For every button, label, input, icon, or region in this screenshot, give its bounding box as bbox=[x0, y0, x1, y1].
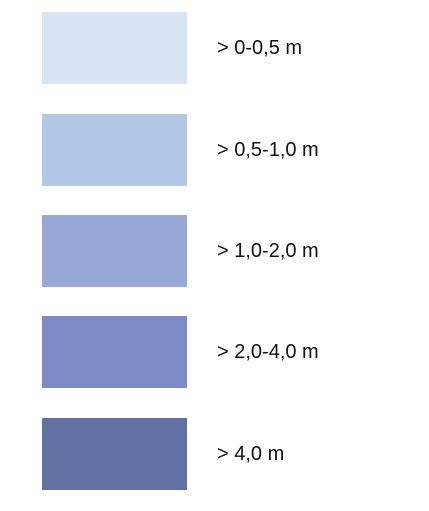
legend-swatch-3 bbox=[42, 316, 187, 388]
legend-item-2: > 1,0-2,0 m bbox=[42, 215, 382, 287]
legend-swatch-1 bbox=[42, 114, 187, 186]
legend-label-1: > 0,5-1,0 m bbox=[217, 139, 319, 161]
legend-label-2: > 1,0-2,0 m bbox=[217, 240, 319, 262]
legend-item-0: > 0-0,5 m bbox=[42, 12, 382, 84]
legend-label-3: > 2,0-4,0 m bbox=[217, 341, 319, 363]
legend-item-3: > 2,0-4,0 m bbox=[42, 316, 382, 388]
legend-label-0: > 0-0,5 m bbox=[217, 37, 303, 59]
legend-item-1: > 0,5-1,0 m bbox=[42, 114, 382, 186]
legend-label-4: > 4,0 m bbox=[217, 443, 285, 465]
legend-item-4: > 4,0 m bbox=[42, 418, 382, 490]
legend-swatch-0 bbox=[42, 12, 187, 84]
legend-swatch-4 bbox=[42, 418, 187, 490]
legend-swatch-2 bbox=[42, 215, 187, 287]
